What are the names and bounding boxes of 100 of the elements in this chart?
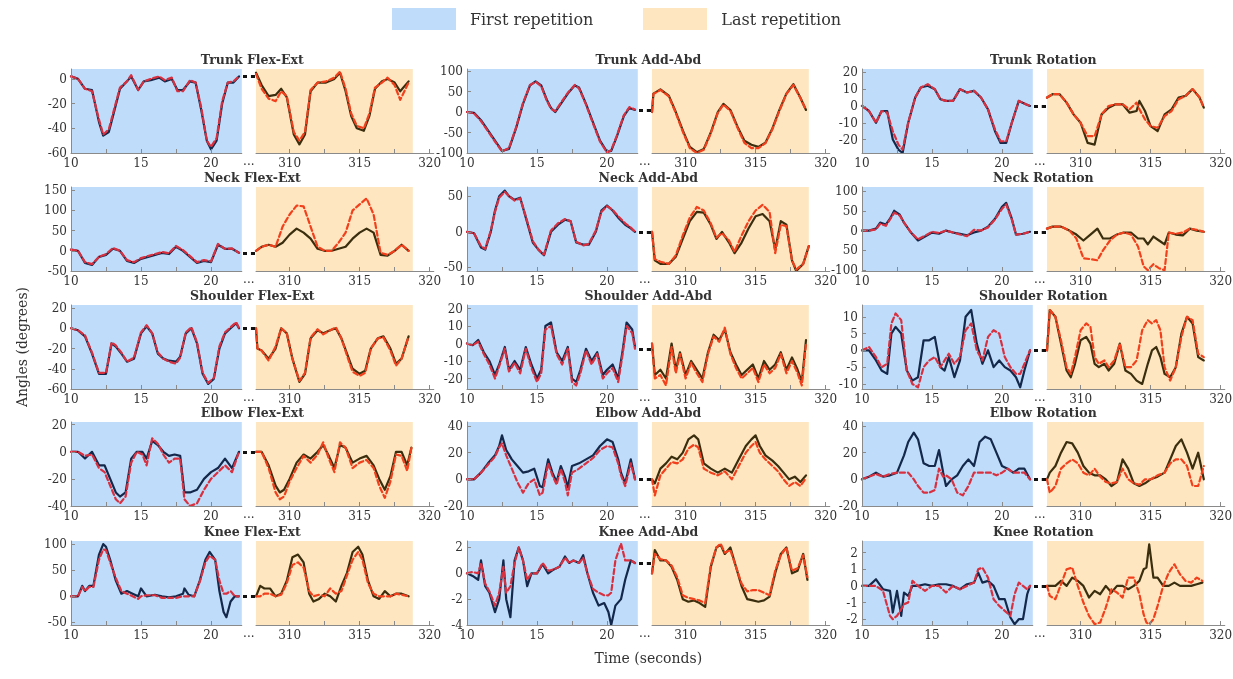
x-tick-label: 310 — [277, 392, 301, 406]
x-tick-label: 320 — [1208, 274, 1232, 288]
x-tick-label: 20 — [203, 628, 219, 642]
x-tick-label: 20 — [203, 156, 219, 170]
y-tick-label: 20 — [447, 301, 463, 316]
y-tick-label: 50 — [447, 189, 463, 204]
x-tick-label: 320 — [813, 509, 837, 523]
x-tick-label: 315 — [1138, 509, 1162, 523]
legend-label: First repetition — [469, 9, 594, 29]
text: ... — [1033, 154, 1047, 168]
chart-title: Shoulder Add-Abd — [583, 288, 714, 303]
x-tick-label: 315 — [347, 628, 371, 642]
y-tick-label: 0 — [455, 472, 463, 487]
chart-title: Neck Flex-Ext — [202, 170, 302, 185]
y-tick-label: -50 — [443, 125, 463, 140]
y-tick-label: 20 — [51, 301, 67, 316]
text: ... — [1033, 390, 1047, 404]
x-tick-label: 20 — [599, 156, 615, 170]
y-tick-label: 0 — [455, 105, 463, 120]
x-tick-label: 310 — [1068, 274, 1092, 288]
y-tick-label: -60 — [47, 382, 67, 396]
x-tick-label: 315 — [743, 628, 767, 642]
x-tick-label: 310 — [673, 628, 697, 642]
text: ... — [638, 272, 652, 286]
y-tick-label: 5 — [850, 326, 858, 341]
chart-title: Trunk Add-Abd — [594, 52, 703, 67]
y-tick-label: -2 — [846, 612, 858, 627]
x-tick-label: 15 — [133, 628, 149, 642]
y-tick-label: -20 — [47, 471, 67, 486]
x-tick-label: 320 — [813, 392, 837, 406]
x-tick-label: 310 — [277, 156, 301, 170]
y-tick-label: 0 — [850, 223, 858, 238]
y-tick-label: 20 — [842, 65, 858, 80]
text: ... — [1033, 507, 1047, 521]
x-tick-label: 310 — [1068, 156, 1092, 170]
y-axis-title: Angles (degrees) — [14, 286, 31, 408]
x-tick-label: 15 — [529, 274, 545, 288]
x-tick-label: 15 — [924, 628, 940, 642]
chart-title: Elbow Rotation — [988, 405, 1098, 420]
x-tick-label: 15 — [924, 156, 940, 170]
x-tick-label: 315 — [743, 274, 767, 288]
chart-title: Elbow Flex-Ext — [199, 405, 305, 420]
text: ... — [242, 507, 256, 521]
y-tick-label: 100 — [440, 64, 463, 79]
x-tick-label: 310 — [277, 274, 301, 288]
x-tick-label: 315 — [743, 509, 767, 523]
chart-title: Shoulder Flex-Ext — [188, 288, 316, 303]
x-tick-label: 20 — [994, 274, 1010, 288]
y-tick-label: 40 — [447, 419, 463, 433]
text: ... — [638, 390, 652, 404]
text: ... — [242, 390, 256, 404]
line-series — [465, 542, 637, 607]
text: ... — [242, 154, 256, 168]
line-series — [465, 442, 637, 497]
y-tick-label: -40 — [47, 121, 67, 136]
y-tick-label: 50 — [51, 563, 67, 578]
text: ... — [638, 507, 652, 521]
x-tick-label: 310 — [1068, 509, 1092, 523]
y-tick-label: -1 — [846, 595, 858, 610]
x-tick-label: 15 — [133, 509, 149, 523]
y-tick-label: 2 — [850, 545, 858, 560]
x-tick-label: 20 — [599, 274, 615, 288]
y-tick-label: -40 — [47, 361, 67, 376]
x-tick-label: 315 — [1138, 156, 1162, 170]
x-tick-label: 320 — [417, 509, 441, 523]
chart-title: Neck Add-Abd — [597, 170, 700, 185]
y-tick-label: 100 — [44, 203, 67, 218]
x-axis-title: Time (seconds) — [593, 650, 704, 666]
x-tick-label: 310 — [1068, 392, 1092, 406]
x-tick-label: 15 — [529, 509, 545, 523]
x-tick-label: 310 — [1068, 628, 1092, 642]
x-tick-label: 20 — [203, 392, 219, 406]
y-tick-label: 0 — [455, 566, 463, 581]
y-tick-label: 50 — [51, 223, 67, 238]
y-tick-label: 10 — [447, 319, 463, 333]
x-tick-label: 310 — [673, 392, 697, 406]
chart-title: Shoulder Rotation — [978, 288, 1109, 303]
y-tick-label: 2 — [455, 540, 463, 555]
y-tick-label: -20 — [838, 499, 858, 513]
y-tick-label: 0 — [59, 243, 67, 258]
y-tick-label: 0 — [59, 444, 67, 459]
y-tick-label: 50 — [447, 84, 463, 99]
y-tick-label: 0 — [455, 336, 463, 351]
y-tick-label: -60 — [47, 146, 67, 160]
y-tick-label: -20 — [47, 341, 67, 356]
text: ... — [242, 626, 256, 640]
x-tick-label: 20 — [203, 274, 219, 288]
x-tick-label: 320 — [813, 274, 837, 288]
legend-label: Last repetition — [721, 9, 842, 29]
x-tick-label: 310 — [673, 509, 697, 523]
x-tick-label: 315 — [347, 156, 371, 170]
y-tick-label: 50 — [842, 203, 858, 218]
y-tick-label: 10 — [842, 82, 858, 97]
x-tick-label: 315 — [743, 392, 767, 406]
y-tick-label: 20 — [447, 445, 463, 460]
y-tick-label: -10 — [838, 115, 858, 130]
chart-title: Trunk Rotation — [988, 52, 1098, 67]
y-tick-label: 10 — [842, 309, 858, 324]
x-tick-label: 15 — [529, 156, 545, 170]
x-tick-label: 20 — [599, 509, 615, 523]
